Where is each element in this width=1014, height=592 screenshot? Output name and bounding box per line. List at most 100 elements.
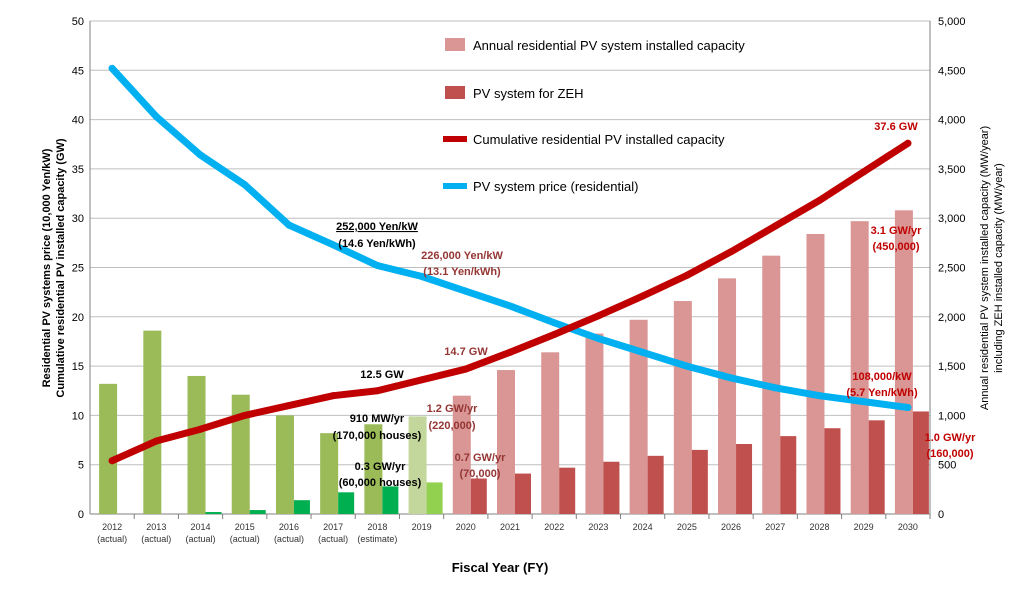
annotation: 910 MW/yr xyxy=(350,413,405,425)
legend-label-cumulative: Cumulative residential PV installed capa… xyxy=(473,132,725,147)
right-tick-label: 500 xyxy=(938,460,956,472)
annotation: (70,000) xyxy=(460,468,501,480)
x-tick-label: 2025 xyxy=(677,522,697,532)
x-tick-label: 2013 xyxy=(146,522,166,532)
annual-capacity-bar xyxy=(231,394,250,514)
annotation: 0.7 GW/yr xyxy=(455,452,506,464)
left-tick-label: 40 xyxy=(72,115,84,127)
price-line-point xyxy=(727,374,735,382)
legend: Annual residential PV system installed c… xyxy=(443,38,745,194)
right-tick-label: 3,000 xyxy=(938,213,966,225)
x-tick-note: (actual) xyxy=(186,534,216,544)
price-line-point xyxy=(904,404,912,412)
price-line-point xyxy=(683,362,691,370)
zeh-capacity-bar xyxy=(426,482,443,514)
annotation: (14.6 Yen/kWh) xyxy=(338,238,416,250)
price-line-point xyxy=(241,181,249,189)
annual-capacity-bar xyxy=(275,415,294,514)
zeh-capacity-bar xyxy=(559,467,576,514)
annotation: (160,000) xyxy=(926,448,973,460)
cumulative-line-point xyxy=(550,331,558,339)
x-tick-label: 2018 xyxy=(367,522,387,532)
price-line-point xyxy=(373,262,381,270)
price-line-point xyxy=(462,287,470,295)
annotation: 0.3 GW/yr xyxy=(355,461,406,473)
price-line-point xyxy=(329,241,337,249)
left-tick-label: 45 xyxy=(72,65,84,77)
price-line-point xyxy=(550,319,558,327)
annotation: (450,000) xyxy=(872,241,919,253)
annotation: (60,000 houses) xyxy=(339,477,422,489)
right-tick-label: 4,500 xyxy=(938,65,966,77)
right-tick-label: 2,000 xyxy=(938,312,966,324)
zeh-capacity-bar xyxy=(515,473,531,514)
left-tick-label: 15 xyxy=(72,361,84,373)
cumulative-line-point xyxy=(506,348,514,356)
x-tick-label: 2020 xyxy=(456,522,476,532)
left-tick-label: 5 xyxy=(78,460,84,472)
price-line-point xyxy=(506,302,514,310)
right-axis-title-2: including ZEH installed capacity (MW/yea… xyxy=(993,163,1005,373)
annotation: 37.6 GW xyxy=(874,121,918,133)
zeh-capacity-bar xyxy=(736,443,753,514)
annual-capacity-bar xyxy=(99,383,118,514)
zeh-capacity-bar xyxy=(647,455,664,514)
annual-capacity-bar xyxy=(673,301,692,514)
cumulative-line-point xyxy=(860,168,868,176)
annual-capacity-bar xyxy=(718,278,737,514)
price-line-point xyxy=(815,392,823,400)
legend-label-zeh: PV system for ZEH xyxy=(473,86,584,101)
annotation: 252,000 Yen/kW xyxy=(336,221,418,233)
left-tick-label: 50 xyxy=(72,16,84,28)
annotation: 1.2 GW/yr xyxy=(427,403,478,415)
x-tick-label: 2015 xyxy=(235,522,255,532)
x-tick-label: 2022 xyxy=(544,522,564,532)
cumulative-line-point xyxy=(418,376,426,384)
zeh-capacity-bar xyxy=(249,510,266,514)
annual-capacity-bar xyxy=(143,330,162,514)
zeh-capacity-bar xyxy=(293,500,310,514)
annotation: 14.7 GW xyxy=(444,346,488,358)
lines xyxy=(108,64,912,465)
annual-capacity-bar xyxy=(187,375,206,514)
annual-capacity-bar xyxy=(894,210,913,514)
cumulative-line-point xyxy=(241,411,249,419)
annual-capacity-bar xyxy=(452,395,471,514)
price-line-point xyxy=(285,221,293,229)
left-tick-label: 25 xyxy=(72,263,84,275)
x-tick-label: 2014 xyxy=(191,522,211,532)
cumulative-line-point xyxy=(373,387,381,395)
cumulative-line-point xyxy=(771,222,779,230)
annual-capacity-bar xyxy=(320,433,339,514)
annual-capacity-bar xyxy=(629,319,648,514)
right-tick-label: 1,000 xyxy=(938,410,966,422)
annotation: (170,000 houses) xyxy=(333,430,422,442)
price-line-point xyxy=(771,384,779,392)
cumulative-line-point xyxy=(815,196,823,204)
right-axis-title-1: Annual residential PV system installed c… xyxy=(979,126,991,410)
cumulative-line-point xyxy=(683,271,691,279)
cumulative-line-point xyxy=(904,139,912,147)
zeh-capacity-bar xyxy=(382,486,399,514)
annual-capacity-bar xyxy=(850,221,869,514)
x-tick-note: (estimate) xyxy=(357,534,397,544)
zeh-capacity-bar xyxy=(780,436,797,514)
annotation: 226,000 Yen/kW xyxy=(421,250,503,262)
zeh-capacity-bar xyxy=(603,461,620,514)
annotations: 252,000 Yen/kW (14.6 Yen/kWh) 226,000 Yen/… xyxy=(333,121,976,489)
zeh-capacity-bar xyxy=(868,420,885,514)
x-tick-note: (actual) xyxy=(318,534,348,544)
cumulative-line-point xyxy=(462,365,470,373)
x-tick-label: 2028 xyxy=(809,522,829,532)
x-tick-note: (actual) xyxy=(97,534,127,544)
x-tick-label: 2026 xyxy=(721,522,741,532)
annotation: (220,000) xyxy=(428,420,475,432)
x-tick-note: (actual) xyxy=(141,534,171,544)
annual-capacity-bar xyxy=(806,233,825,514)
x-tick-label: 2021 xyxy=(500,522,520,532)
annual-capacity-bar xyxy=(497,370,515,514)
annotation: 1.0 GW/yr xyxy=(925,432,976,444)
cumulative-line-point xyxy=(727,248,735,256)
cumulative-line-point xyxy=(197,425,205,433)
